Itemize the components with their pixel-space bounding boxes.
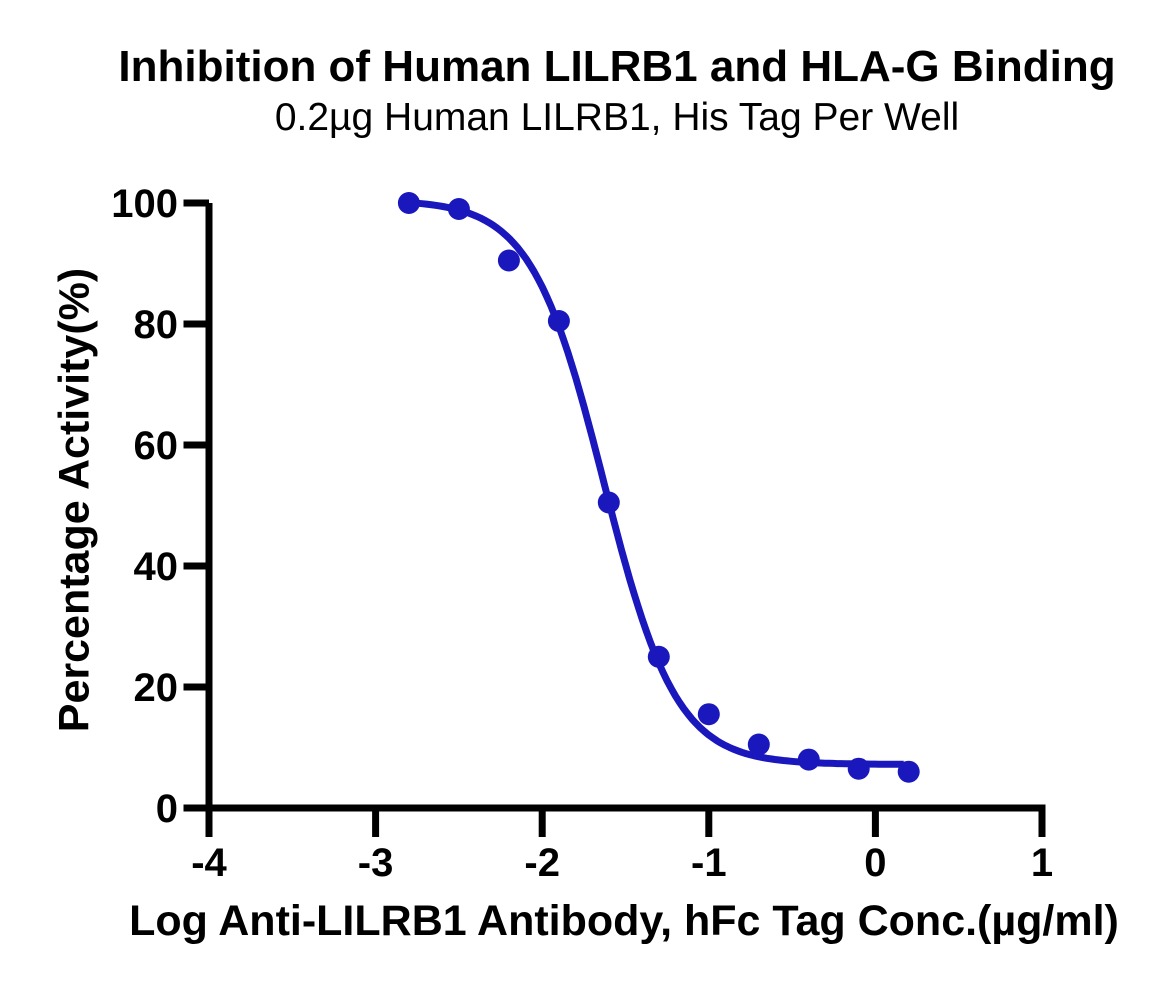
data-point (747, 733, 770, 756)
y-tick-label: 20 (134, 666, 179, 710)
y-tick-label: 60 (134, 424, 179, 468)
data-point (447, 198, 470, 220)
x-tick-label: 0 (864, 841, 886, 885)
y-tick-label: 0 (156, 787, 178, 831)
x-tick-label: -2 (524, 841, 560, 885)
data-point (497, 249, 520, 272)
data-point (397, 192, 420, 214)
data-point (897, 760, 920, 783)
x-tick-label: 1 (1031, 841, 1053, 885)
y-tick-label: 40 (134, 545, 179, 589)
data-point (847, 757, 870, 780)
chart-title: Inhibition of Human LILRB1 and HLA-G Bin… (118, 42, 1116, 91)
data-point (797, 748, 820, 771)
x-axis-label: Log Anti-LILRB1 Antibody, hFc Tag Conc.(… (129, 897, 1119, 945)
data-point (597, 491, 620, 514)
data-point (547, 310, 570, 332)
chart-subtitle: 0.2µg Human LILRB1, His Tag Per Well (274, 96, 960, 139)
x-tick-label: -1 (691, 841, 727, 885)
fit-curve (405, 198, 904, 768)
data-point (697, 703, 720, 726)
y-tick-label: 80 (134, 303, 179, 347)
x-tick-label: -4 (191, 841, 227, 885)
x-tick-label: -3 (358, 841, 394, 885)
data-point (647, 645, 670, 668)
y-tick-label: 100 (111, 182, 178, 226)
